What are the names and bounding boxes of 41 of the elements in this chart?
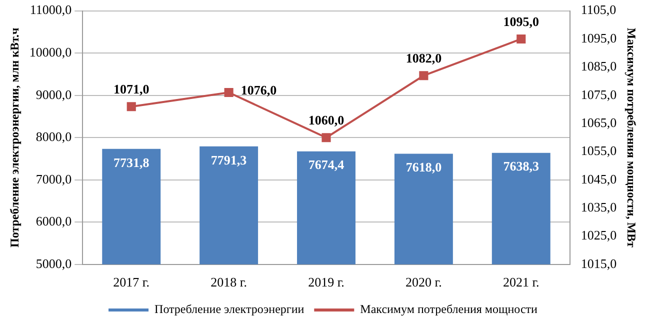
y2-tick-label: 1055,0 xyxy=(580,143,617,158)
data-label: 7618,0 xyxy=(406,160,442,175)
y-tick-label: 5000,0 xyxy=(36,256,72,271)
y2-tick-label: 1085,0 xyxy=(580,58,617,74)
point xyxy=(322,133,331,142)
data-label: 1076,0 xyxy=(240,82,277,98)
y2-tick-label: 1045,0 xyxy=(580,171,617,186)
y2-tick-label: 1015,0 xyxy=(580,256,617,271)
point xyxy=(224,88,234,98)
y-tick-label: 9000,0 xyxy=(36,86,72,102)
y-tick-label: 7000,0 xyxy=(36,171,72,186)
x-tick-label: 2018 г. xyxy=(210,274,247,290)
data-label: 1095,0 xyxy=(503,14,540,29)
y-tick-label: 11000,0 xyxy=(30,2,72,18)
data-label: 1082,0 xyxy=(406,50,442,66)
point xyxy=(126,102,136,112)
point xyxy=(419,71,428,80)
data-label: 7674,4 xyxy=(308,157,345,172)
x-tick-label: 2019 г. xyxy=(308,274,344,290)
x-tick-label: 2017 г. xyxy=(113,274,150,290)
y-tick-label: 8000,0 xyxy=(36,129,72,144)
x-tick-label: 2020 г. xyxy=(406,274,442,290)
x-tick-label: 2021 г. xyxy=(502,274,540,290)
data-label: 7731,8 xyxy=(113,154,150,170)
point xyxy=(516,34,526,44)
y-axis-title: Потребление электроэнергии, млн кВт.ч xyxy=(7,27,22,248)
y-tick-label: 10000,0 xyxy=(29,44,72,60)
legend-label: Максимум потребления мощности xyxy=(360,302,538,316)
data-label: 7638,3 xyxy=(503,158,540,174)
data-label: 1060,0 xyxy=(308,112,344,128)
data-label: 7791,3 xyxy=(210,152,248,168)
y2-axis-title: Максимум потребления мощности, МВт xyxy=(624,28,639,248)
y2-tick-label: 1065,0 xyxy=(580,114,617,130)
y2-tick-label: 1075,0 xyxy=(580,86,617,102)
y2-tick-label: 1095,0 xyxy=(580,30,617,46)
y2-tick-label: 1035,0 xyxy=(580,199,617,214)
data-label: 1071,0 xyxy=(113,81,150,96)
y-tick-label: 6000,0 xyxy=(36,214,72,229)
legend-label: Потребление электроэнергии xyxy=(154,302,305,316)
y2-tick-label: 1025,0 xyxy=(580,228,617,243)
y2-tick-label: 1105,0 xyxy=(580,2,616,18)
